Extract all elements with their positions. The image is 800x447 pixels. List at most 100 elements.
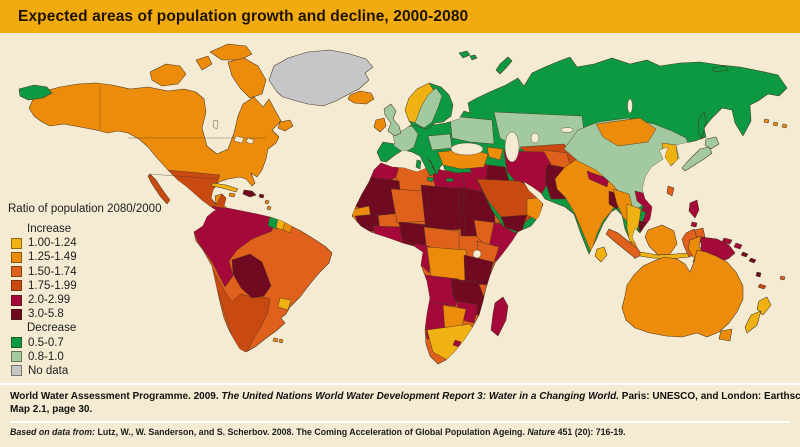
- region-sakhalin: [697, 111, 707, 140]
- region-borneo: [644, 224, 678, 256]
- source-publisher: Paris: UNESCO, and London: Earthscan.: [619, 391, 800, 402]
- region-japan-hokkaido: [704, 136, 720, 150]
- region-novaya-zemlya: [495, 56, 513, 75]
- region-saudi-arabia: [476, 178, 540, 228]
- region-sri-lanka: [594, 246, 608, 263]
- region-chukotka-west: [18, 84, 53, 101]
- legend-swatch: [11, 337, 22, 349]
- legend-group-decrease: Decrease: [27, 322, 77, 335]
- region-new-caledonia: [757, 283, 767, 290]
- region-greenland: [268, 49, 374, 107]
- aral-sea: [530, 132, 540, 144]
- region-new-zealand-north: [756, 296, 772, 316]
- region-solomon: [740, 251, 757, 264]
- region-mongolia: [595, 117, 657, 147]
- great-lakes: [212, 119, 255, 145]
- region-mali: [390, 188, 428, 224]
- source-citation: World Water Assessment Programme. 2009. …: [10, 390, 800, 403]
- country-borders-africa: [426, 166, 467, 236]
- region-north-america: [28, 82, 282, 223]
- region-iceland: [347, 90, 375, 105]
- legend-swatch: [11, 365, 22, 377]
- region-arctic-banks: [149, 63, 187, 87]
- region-japan-honshu: [681, 146, 713, 172]
- map-area: Ratio of population 2080/2000 Increase 1…: [0, 33, 800, 383]
- legend-swatch: [11, 351, 22, 363]
- region-cuba: [211, 182, 239, 193]
- legend-item: No data: [8, 364, 161, 378]
- legend-item-label: 2.0-2.99: [28, 293, 71, 306]
- legend-swatch: [11, 294, 22, 306]
- region-taiwan: [666, 185, 675, 197]
- region-vanuatu: [755, 271, 762, 278]
- caption-area: World Water Assessment Programme. 2009. …: [0, 383, 800, 447]
- source-citation-line2: Map 2.1, page 30.: [10, 403, 790, 416]
- region-philippines-visayas: [690, 221, 698, 228]
- region-baja: [147, 173, 171, 205]
- region-madagascar: [490, 296, 509, 337]
- region-central-europe: [427, 133, 453, 151]
- region-australia: [621, 249, 744, 338]
- black-sea: [450, 142, 484, 156]
- legend-item: 1.50-1.74: [8, 265, 161, 279]
- region-fiji: [779, 275, 786, 281]
- legend: Ratio of population 2080/2000 Increase 1…: [8, 203, 161, 378]
- basis-authors: Lutz, W., W. Sanderson, and S. Scherbov.…: [95, 427, 528, 437]
- legend-item: 1.75-1.99: [8, 279, 161, 293]
- region-nepal: [586, 170, 610, 188]
- region-ukraine: [449, 115, 495, 145]
- legend-item: 1.00-1.24: [8, 236, 161, 250]
- legend-item-label: 1.00-1.24: [28, 237, 77, 250]
- legend-item: 0.5-0.7: [8, 336, 161, 350]
- legend-item-label: 1.75-1.99: [28, 279, 77, 292]
- legend-item-label: 1.25-1.49: [28, 251, 77, 264]
- legend-item: 3.0-5.8: [8, 307, 161, 321]
- basis-journal: Nature: [527, 427, 556, 437]
- legend-swatch: [11, 308, 22, 320]
- lake-victoria: [472, 249, 482, 259]
- region-uk: [383, 103, 402, 137]
- legend-item: 1.25-1.49: [8, 250, 161, 264]
- caspian-sea: [504, 131, 520, 163]
- region-arctic-small: [195, 55, 213, 71]
- legend-swatch: [11, 251, 22, 263]
- region-new-zealand-south: [744, 310, 762, 334]
- region-arctic-ellesmere: [209, 43, 253, 61]
- region-sweden: [414, 87, 443, 129]
- legend-item-label: 0.5-0.7: [28, 336, 64, 349]
- source-report-title: The United Nations World Water Developme…: [221, 391, 620, 402]
- region-tasmania: [718, 328, 733, 342]
- lake-balkhash: [560, 127, 574, 133]
- legend-swatch: [11, 280, 22, 292]
- region-jamaica: [228, 192, 236, 198]
- legend-item: 0.8-1.0: [8, 350, 161, 364]
- basis-prefix: Based on data from:: [10, 427, 96, 437]
- region-puerto-rico: [258, 193, 265, 199]
- region-lesser-antilles: [264, 199, 272, 211]
- title-bar: Expected areas of population growth and …: [0, 0, 800, 33]
- page-title: Expected areas of population growth and …: [18, 7, 469, 25]
- region-svalbard: [458, 50, 478, 61]
- legend-group-increase: Increase: [27, 223, 72, 235]
- region-aleutians: [763, 118, 788, 129]
- region-korea: [661, 142, 679, 167]
- legend-item-label: 3.0-5.8: [28, 308, 64, 321]
- basis-citation: Based on data from: Lutz, W., W. Sanders…: [10, 421, 790, 437]
- world-map: [18, 43, 788, 365]
- region-newfoundland: [277, 119, 294, 132]
- legend-title: Ratio of population 2080/2000: [8, 203, 162, 215]
- legend-item-label: No data: [28, 364, 69, 377]
- region-wrangel: [711, 65, 729, 73]
- region-sardinia: [415, 159, 422, 170]
- region-arctic-baffin: [227, 57, 267, 99]
- region-hainan: [641, 206, 649, 214]
- legend-item: 2.0-2.99: [8, 293, 161, 307]
- legend-swatch: [11, 237, 22, 249]
- legend-item-label: 1.50-1.74: [28, 265, 77, 278]
- region-hispaniola: [242, 189, 257, 198]
- legend-swatch: [11, 266, 22, 278]
- region-crete: [445, 177, 455, 183]
- region-bismarck: [721, 237, 743, 250]
- region-sumatra: [605, 228, 643, 259]
